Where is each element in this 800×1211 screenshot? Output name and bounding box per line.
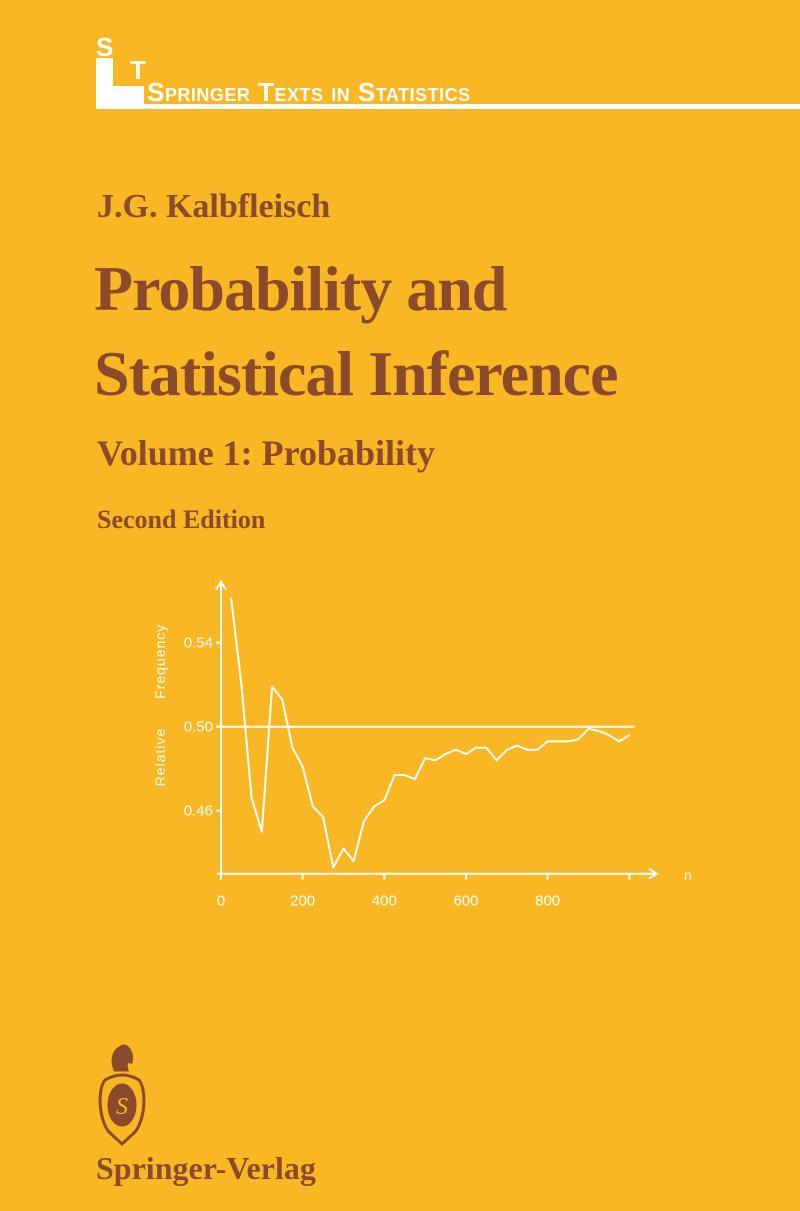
data-point	[271, 686, 273, 688]
data-point	[403, 774, 406, 776]
data-point	[557, 740, 559, 743]
data-point	[587, 728, 590, 730]
data-point	[373, 805, 375, 808]
series-name: Springer Texts in Statistics	[147, 77, 471, 107]
data-point	[506, 749, 508, 751]
data-point	[250, 797, 253, 799]
data-point	[526, 749, 529, 751]
data-point	[281, 698, 284, 701]
springer-knight-logo: S	[98, 1044, 146, 1147]
data-point	[628, 734, 631, 736]
title-line-2: Statistical Inference	[94, 338, 618, 409]
data-point	[291, 746, 294, 749]
data-point	[618, 740, 620, 743]
data-point	[444, 753, 447, 755]
data-point	[608, 734, 610, 736]
data-point	[414, 778, 416, 780]
publisher: Springer-Verlag	[96, 1150, 316, 1186]
data-point	[434, 759, 437, 762]
logo-letter-t: T	[130, 55, 146, 85]
x-tick-label: 0	[217, 893, 225, 910]
data-point	[567, 740, 569, 743]
data-point	[495, 759, 498, 762]
series-underline	[96, 104, 800, 109]
y-tick-label: 0.50	[184, 719, 213, 736]
volume: Volume 1: Probability	[97, 433, 436, 473]
author: J.G. Kalbfleisch	[97, 188, 331, 225]
data-point	[342, 847, 345, 850]
data-point	[312, 805, 314, 808]
title-line-1: Probability and	[94, 253, 507, 324]
y-tick-label: 0.46	[184, 803, 213, 820]
x-axis-arrow-icon	[648, 867, 659, 880]
data-point	[322, 816, 324, 818]
x-tick-label: 800	[535, 893, 560, 910]
x-tick-label: 600	[453, 893, 478, 910]
series-line	[230, 598, 630, 869]
x-tick-label: 200	[290, 893, 315, 910]
data-point	[454, 749, 457, 751]
edition: Second Edition	[97, 505, 266, 534]
data-point	[516, 744, 518, 747]
data-point	[301, 765, 304, 768]
data-point	[261, 830, 263, 833]
logo-letter-s: S	[96, 32, 114, 62]
data-point	[383, 799, 386, 801]
data-point	[536, 749, 539, 751]
data-point	[393, 774, 396, 776]
y-axis-arrow-icon	[215, 579, 227, 591]
data-point	[546, 740, 549, 743]
data-point	[352, 860, 355, 862]
x-tick-label: 400	[372, 893, 397, 910]
data-point	[465, 753, 467, 755]
data-point	[363, 820, 365, 822]
svg-text:S: S	[116, 1094, 128, 1120]
data-point	[475, 746, 477, 749]
data-point	[424, 757, 426, 759]
data-point	[577, 738, 580, 741]
data-point	[332, 866, 335, 869]
data-point	[485, 746, 488, 749]
y-tick-label: 0.54	[184, 635, 213, 652]
y-axis-label: Relative Frequency	[152, 624, 168, 787]
data-point	[240, 683, 243, 686]
data-point	[597, 730, 600, 732]
x-axis-label: n	[684, 867, 692, 883]
logo-block-horizontal	[96, 86, 144, 108]
data-point	[230, 597, 233, 600]
